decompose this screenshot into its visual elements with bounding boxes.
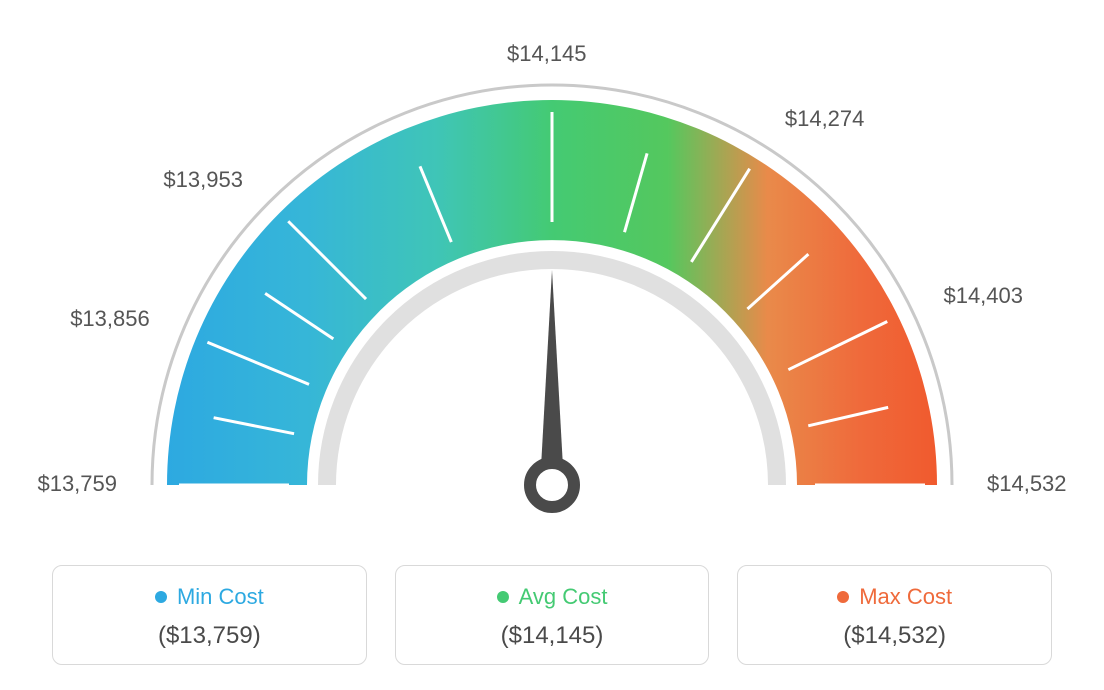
gauge-tick-label: $14,403 [943,283,1023,309]
cost-gauge-chart: $13,759 $13,856 $13,953 $14,145 $14,274 $14,4… [22,15,1082,675]
legend-header: Min Cost [63,584,356,610]
legend-header: Max Cost [748,584,1041,610]
legend-label: Avg Cost [519,584,608,610]
legend-header: Avg Cost [406,584,699,610]
gauge-tick-label: $13,856 [60,306,150,332]
legend-card-avg: Avg Cost ($14,145) [395,565,710,665]
legend-card-max: Max Cost ($14,532) [737,565,1052,665]
gauge-tick-label: $14,532 [987,471,1067,497]
gauge-tick-label: $14,145 [507,41,587,67]
legend-card-min: Min Cost ($13,759) [52,565,367,665]
legend-label: Min Cost [177,584,264,610]
legend-dot-icon [837,591,849,603]
legend-value: ($14,145) [406,622,699,650]
legend-value: ($14,532) [748,622,1041,650]
legend-dot-icon [497,591,509,603]
legend-label: Max Cost [859,584,952,610]
gauge-tick-label: $13,759 [27,471,117,497]
legend-row: Min Cost ($13,759) Avg Cost ($14,145) Max Co… [52,565,1052,665]
gauge-svg [102,25,1002,525]
gauge-tick-label: $14,274 [785,106,865,132]
legend-value: ($13,759) [63,622,356,650]
gauge-area: $13,759 $13,856 $13,953 $14,145 $14,274 $14,4… [22,15,1082,535]
gauge-tick-label: $13,953 [153,167,243,193]
legend-dot-icon [155,591,167,603]
